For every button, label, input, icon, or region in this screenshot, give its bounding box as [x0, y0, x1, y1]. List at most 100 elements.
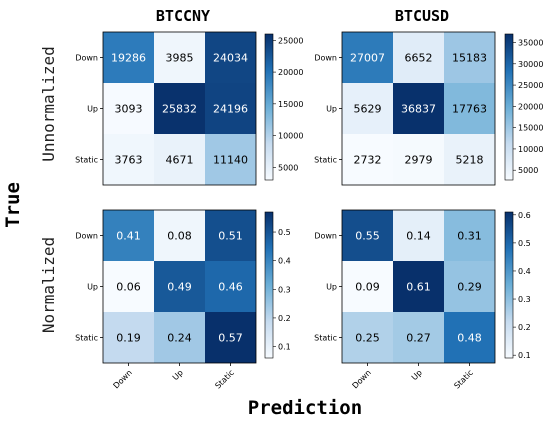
- heatmap-cell: [205, 261, 256, 312]
- cell-value-label: 0.29: [457, 281, 482, 294]
- cell-value-label: 6652: [405, 52, 433, 65]
- heatmap-panel: 27007 6652 15183 5629 36837 17763 2732 2979 5218…: [314, 31, 543, 186]
- heatmap-cell: [342, 83, 393, 134]
- heatmap-cell: [444, 312, 495, 363]
- x-tick-label: Up: [410, 368, 424, 382]
- heatmap-cell: [444, 210, 495, 261]
- heatmap-cell: [393, 134, 444, 185]
- heatmap-panels: 19286 3985 24034 3093 25832 24196 3763 4671 1114…: [75, 31, 543, 391]
- cell-value-label: 25832: [162, 103, 197, 116]
- colorbar-tick-label: 0.2: [278, 314, 291, 323]
- cell-value-label: 0.31: [457, 230, 482, 243]
- heatmap-cell: [393, 32, 444, 83]
- cell-value-label: 2732: [354, 154, 382, 167]
- colorbar-tick-label: 0.5: [278, 228, 291, 237]
- cell-value-label: 17763: [452, 103, 487, 116]
- cell-value-label: 3985: [166, 52, 194, 65]
- y-axis-label: True: [2, 182, 24, 228]
- colorbar-tick-label: 15000: [278, 100, 303, 109]
- heatmap-cell: [205, 83, 256, 134]
- colorbar-tick-label: 25000: [278, 36, 303, 45]
- heatmap-cell: [103, 210, 154, 261]
- heatmap-cell: [444, 261, 495, 312]
- cell-value-label: 0.24: [167, 332, 192, 345]
- cell-value-label: 0.14: [406, 230, 431, 243]
- heatmap-cell: [393, 83, 444, 134]
- x-tick-label: Static: [452, 368, 475, 391]
- heatmap-cell: [103, 32, 154, 83]
- colorbar: [504, 211, 514, 359]
- cell-value-label: 3093: [115, 103, 143, 116]
- colorbar-tick-label: 0.6: [518, 211, 531, 220]
- y-tick-label: Static: [314, 334, 337, 343]
- cell-value-label: 0.49: [167, 281, 192, 294]
- cell-value-label: 3763: [115, 154, 143, 167]
- y-tick-label: Up: [87, 283, 98, 292]
- cell-value-label: 15183: [452, 52, 487, 65]
- cell-value-label: 19286: [111, 52, 146, 65]
- colorbar-tick-label: 10000: [518, 145, 543, 154]
- heatmap-cell: [393, 312, 444, 363]
- heatmap-cell: [444, 134, 495, 185]
- cell-value-label: 0.19: [116, 332, 141, 345]
- cell-value-label: 36837: [401, 103, 436, 116]
- heatmap-cell: [205, 134, 256, 185]
- y-tick-label: Up: [326, 283, 337, 292]
- row-title-normalized: Normalized: [39, 237, 58, 333]
- x-axis-label: Prediction: [248, 397, 362, 419]
- heatmap-cell: [444, 83, 495, 134]
- colorbar-tick-label: 0.4: [518, 267, 531, 276]
- colorbar-tick-label: 0.5: [518, 239, 531, 248]
- cell-value-label: 0.51: [218, 230, 243, 243]
- cell-value-label: 24034: [213, 52, 248, 65]
- heatmap-cell: [154, 312, 205, 363]
- cell-value-label: 0.27: [406, 332, 431, 345]
- x-tick-label: Up: [171, 368, 185, 382]
- colorbar: [504, 33, 514, 181]
- heatmap-cell: [103, 134, 154, 185]
- column-title-btcusd: BTCUSD: [395, 7, 449, 25]
- colorbar-tick-label: 0.3: [518, 295, 531, 304]
- y-tick-label: Static: [75, 334, 98, 343]
- colorbar: [264, 33, 274, 181]
- column-title-btccny: BTCCNY: [156, 7, 210, 25]
- heatmap-cell: [154, 261, 205, 312]
- x-tick-label: Down: [112, 368, 134, 390]
- colorbar-tick-label: 20000: [518, 102, 543, 111]
- heatmap-cell: [444, 32, 495, 83]
- cell-value-label: 2979: [405, 154, 433, 167]
- y-tick-label: Static: [314, 156, 337, 165]
- heatmap-cell: [103, 261, 154, 312]
- heatmap-cell: [342, 134, 393, 185]
- colorbar: [264, 211, 274, 359]
- heatmap-cell: [393, 210, 444, 261]
- colorbar-tick-label: 30000: [518, 60, 543, 69]
- cell-value-label: 0.57: [218, 332, 243, 345]
- heatmap-panel: 0.55 0.14 0.31 0.09 0.61 0.29 0.25 0.27 0.48 Down…: [314, 209, 531, 391]
- cell-value-label: 0.55: [355, 230, 380, 243]
- colorbar-tick-label: 0.4: [278, 257, 291, 266]
- heatmap-cell: [205, 312, 256, 363]
- heatmap-cell: [342, 32, 393, 83]
- x-tick-label: Static: [213, 368, 236, 391]
- colorbar-tick-label: 0.1: [518, 351, 531, 360]
- colorbar-tick-label: 10000: [278, 132, 303, 141]
- y-tick-label: Down: [75, 54, 98, 63]
- heatmap-cell: [393, 261, 444, 312]
- y-tick-label: Down: [314, 232, 337, 241]
- heatmap-cell: [342, 210, 393, 261]
- y-tick-label: Up: [87, 105, 98, 114]
- cell-value-label: 0.48: [457, 332, 482, 345]
- heatmap-cell: [154, 32, 205, 83]
- cell-value-label: 4671: [166, 154, 194, 167]
- y-tick-label: Down: [314, 54, 337, 63]
- cell-value-label: 0.41: [116, 230, 141, 243]
- y-tick-label: Down: [75, 232, 98, 241]
- heatmap-cell: [154, 210, 205, 261]
- heatmap-cell: [342, 312, 393, 363]
- cell-value-label: 0.09: [355, 281, 380, 294]
- colorbar-tick-label: 5000: [278, 163, 298, 172]
- colorbar-tick-label: 5000: [518, 166, 538, 175]
- heatmap-panel: 19286 3985 24034 3093 25832 24196 3763 4671 1114…: [75, 31, 303, 186]
- cell-value-label: 0.06: [116, 281, 141, 294]
